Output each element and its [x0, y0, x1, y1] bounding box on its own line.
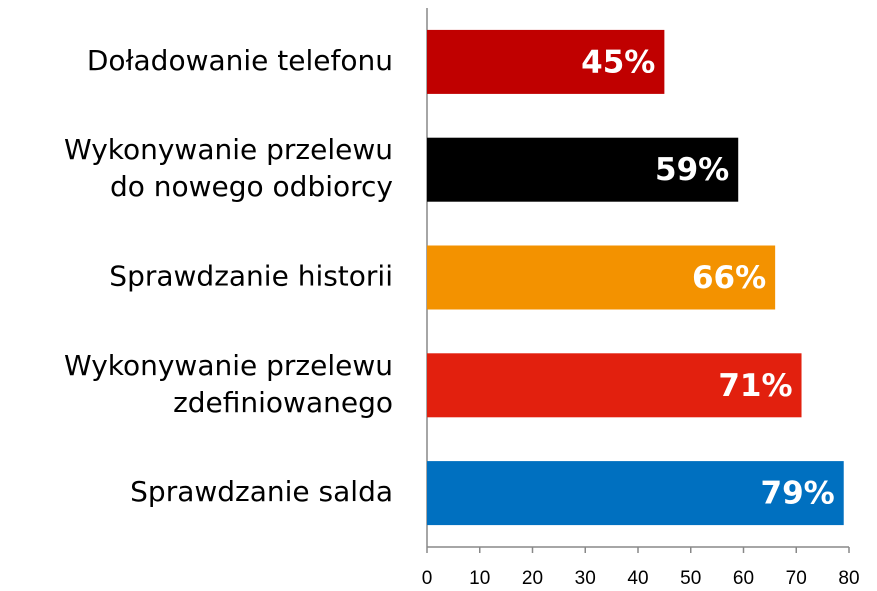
x-tick-label: 40	[627, 568, 648, 589]
x-tick-label: 70	[786, 568, 807, 589]
category-label: Doładowanie telefonu	[87, 44, 393, 77]
x-tick-label: 10	[469, 568, 490, 589]
value-label: 71%	[718, 368, 792, 404]
category-label: zdefiniowanego	[173, 386, 393, 419]
x-tick-label: 20	[522, 568, 543, 589]
bar	[427, 137, 739, 202]
category-label: Wykonywanie przelewu	[64, 349, 393, 382]
value-label: 79%	[761, 476, 835, 512]
bar	[427, 29, 665, 94]
bar	[427, 245, 776, 310]
value-label: 45%	[581, 44, 655, 80]
category-label: Sprawdzanie historii	[109, 260, 393, 293]
bar	[427, 461, 844, 526]
category-label: Sprawdzanie salda	[130, 475, 393, 508]
x-tick-label: 30	[575, 568, 596, 589]
value-label: 59%	[655, 152, 729, 188]
bar	[427, 353, 802, 418]
x-tick-label: 80	[838, 568, 859, 589]
x-tick-label: 0	[422, 568, 433, 589]
category-label: Wykonywanie przelewu	[64, 133, 393, 166]
x-tick-label: 60	[733, 568, 754, 589]
category-label: do nowego odbiorcy	[110, 170, 393, 203]
x-tick-label: 50	[680, 568, 701, 589]
value-label: 66%	[692, 260, 766, 296]
